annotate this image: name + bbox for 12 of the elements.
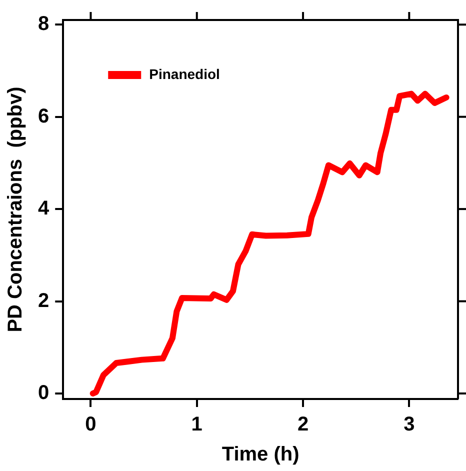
y-tick-label: 8: [38, 13, 50, 36]
legend-label: Pinanediol: [149, 66, 220, 82]
y-tick-label: 6: [38, 105, 50, 128]
y-axis-title: PD Concentraions (ppbv): [4, 86, 27, 332]
x-tick-label: 3: [404, 414, 415, 436]
x-tick-label: 0: [85, 414, 96, 436]
x-axis-title: Time (h): [222, 444, 300, 466]
y-tick-label: 0: [38, 382, 50, 404]
y-tick-label: 4: [38, 198, 50, 220]
x-tick-label: 2: [297, 414, 309, 436]
y-tick-label: 2: [38, 290, 50, 312]
x-tick-label: 1: [191, 414, 202, 436]
